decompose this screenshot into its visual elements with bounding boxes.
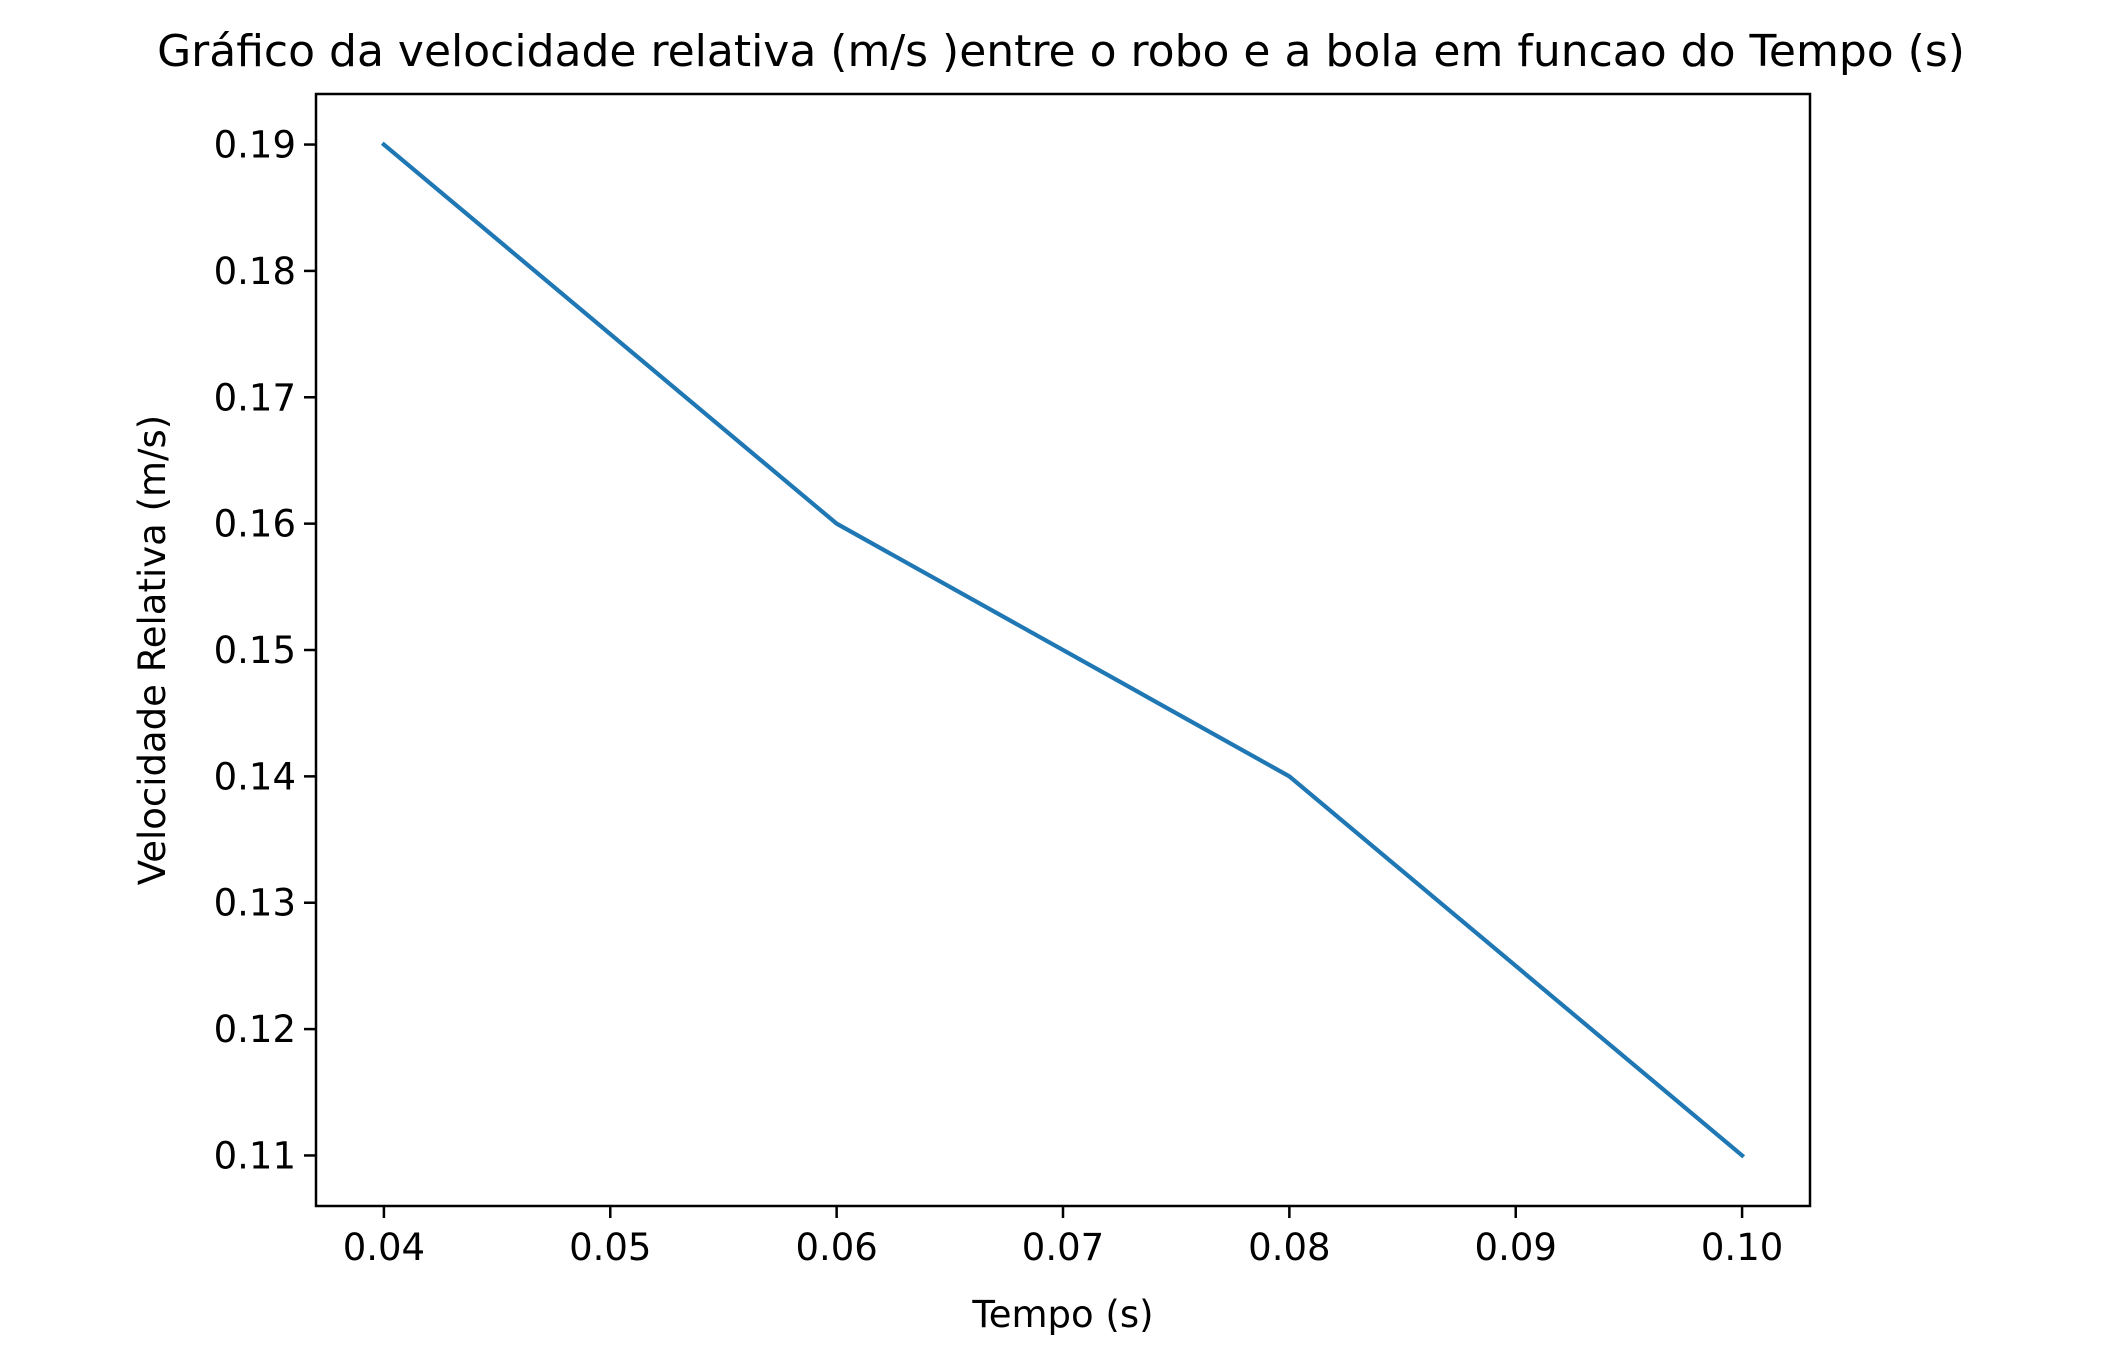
y-axis-label: Velocidade Relativa (m/s)	[131, 415, 174, 885]
x-tick-label: 0.09	[1475, 1226, 1557, 1269]
x-tick-label: 0.06	[795, 1226, 877, 1269]
y-tick-label: 0.15	[214, 629, 296, 672]
y-tick-label: 0.11	[214, 1134, 296, 1177]
plot-frame	[314, 92, 1812, 1208]
x-tick-label: 0.10	[1701, 1226, 1783, 1269]
x-tick-label: 0.04	[343, 1226, 425, 1269]
x-axis-label: Tempo (s)	[971, 1293, 1153, 1336]
y-tick-label: 0.16	[214, 503, 296, 546]
y-tick-label: 0.12	[214, 1008, 296, 1051]
y-tick-label: 0.13	[214, 882, 296, 925]
chart-title: Gráfico da velocidade relativa (m/s )ent…	[157, 26, 1965, 77]
y-tick-label: 0.18	[214, 250, 296, 293]
series-line	[380, 141, 1746, 1159]
y-tick-label: 0.19	[214, 124, 296, 167]
y-axis-ticks: 0.11 0.12 0.13 0.14 0.15 0.16 0.17 0.18 0.19	[214, 124, 316, 1177]
x-tick-label: 0.08	[1248, 1226, 1330, 1269]
x-tick-label: 0.07	[1022, 1226, 1104, 1269]
y-tick-label: 0.14	[214, 755, 296, 798]
x-axis-ticks: 0.04 0.05 0.06 0.07 0.08 0.09 0.10	[343, 1206, 1783, 1269]
x-tick-label: 0.05	[569, 1226, 651, 1269]
y-tick-label: 0.17	[214, 376, 296, 419]
